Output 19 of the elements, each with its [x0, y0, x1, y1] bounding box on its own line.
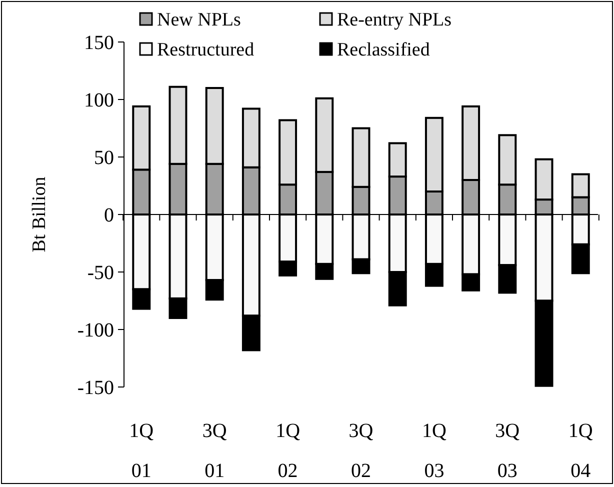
x-tick-label: 1Q 03	[422, 420, 447, 482]
x-tick-label: 3Q 02	[348, 420, 374, 482]
x-tick-label: 1Q 02	[276, 420, 301, 482]
y-tick-label: 50	[94, 147, 114, 169]
y-tick-label: -50	[87, 262, 114, 284]
x-tick-label: 3Q 03	[495, 420, 520, 482]
legend-label: New NPLs	[157, 10, 241, 31]
x-tick-label: 1Q 04	[568, 420, 594, 482]
legend-label: Reclassified	[337, 40, 430, 61]
x-tick-label: 3Q 01	[202, 420, 228, 482]
x-tick-label: 1Q 01	[129, 420, 154, 482]
legend-label: Restructured	[157, 40, 255, 61]
y-tick-label: -150	[77, 377, 114, 399]
legend-label: Re-entry NPLs	[337, 10, 452, 31]
y-tick-label: 100	[84, 90, 114, 112]
y-tick-label: 0	[104, 204, 114, 226]
y-axis-title: Bt Billion	[29, 176, 50, 252]
y-tick-label: 150	[84, 32, 114, 54]
y-tick-label: -100	[77, 320, 114, 342]
